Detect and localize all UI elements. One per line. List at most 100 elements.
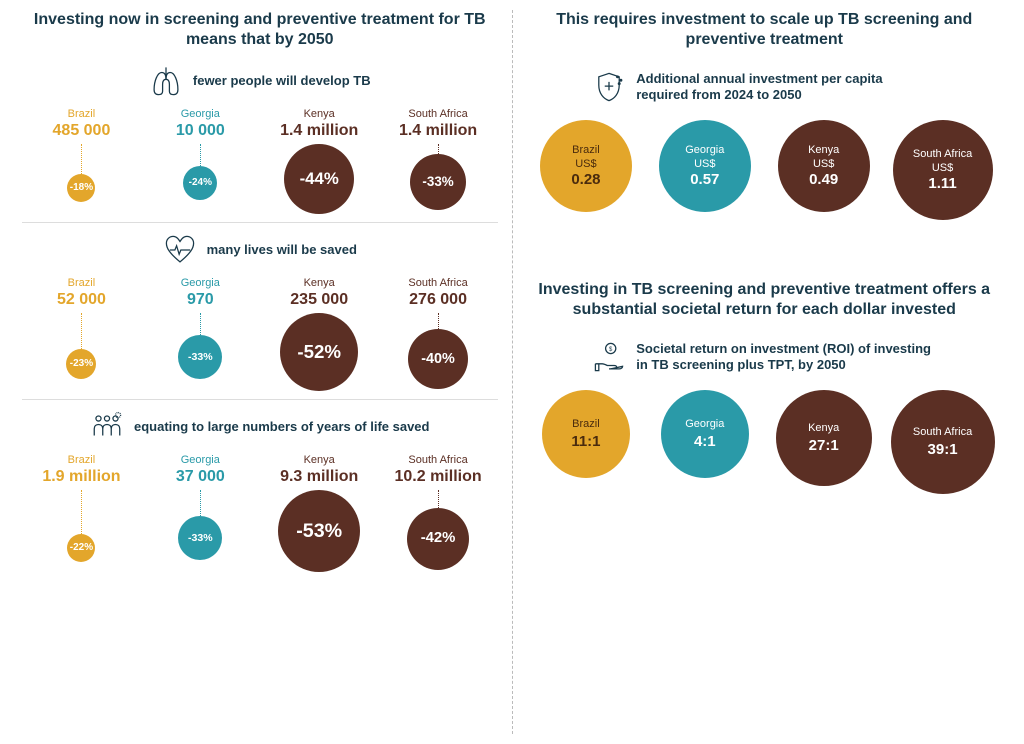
bubble-country: South Africa	[913, 426, 972, 439]
big-value: 37 000	[176, 468, 225, 486]
pct-bubble: -44%	[284, 144, 354, 214]
big-value: 52 000	[57, 291, 106, 309]
left-title: Investing now in screening and preventiv…	[22, 10, 498, 50]
country-item: Brazil 52 000 -23%	[22, 277, 141, 379]
bubble-country: Kenya	[808, 422, 839, 435]
roi-item: Brazil11:1	[527, 390, 646, 478]
bubble-prefix: US$	[575, 158, 596, 171]
pct-bubble: -33%	[178, 335, 222, 379]
roi-bubble: Georgia 4:1	[661, 390, 749, 478]
invest-header: Additional annual investment per capita …	[527, 70, 1003, 104]
country-item: South Africa10.2 million-42%	[379, 454, 498, 570]
country-item: Kenya 1.4 million -44%	[260, 108, 379, 214]
country-item: Georgia 970 -33%	[141, 277, 260, 379]
roi-bubble: Kenya 27:1	[776, 390, 872, 486]
country-label: Georgia	[181, 108, 220, 120]
hand-money-icon: $	[592, 340, 626, 374]
roi-subtitle: Societal return on investment (ROI) of i…	[636, 341, 936, 372]
roi-header: $ Societal return on investment (ROI) of…	[527, 340, 1003, 374]
section-subtitle: fewer people will develop TB	[193, 73, 371, 89]
big-value: 970	[187, 291, 214, 309]
roi-item: Kenya 27:1	[764, 390, 883, 486]
lungs-icon	[149, 64, 183, 98]
bubble-country: Brazil	[572, 418, 600, 431]
pct-bubble: -33%	[410, 154, 466, 210]
bubble-prefix: US$	[932, 162, 953, 175]
right-column: This requires investment to scale up TB …	[513, 10, 1017, 734]
left-section: fewer people will develop TB Brazil 485 00…	[22, 64, 498, 223]
section-subtitle: equating to large numbers of years of li…	[134, 419, 429, 435]
bubble-value: 4:1	[694, 433, 716, 450]
country-item: Brazil1.9 million-22%	[22, 454, 141, 562]
country-item: Kenya9.3 million-53%	[260, 454, 379, 572]
data-row: Brazil1.9 million-22%Georgia37 000-33%Ke…	[22, 454, 498, 572]
people-icon	[90, 410, 124, 444]
pct-bubble: -40%	[408, 329, 468, 389]
section-subtitle: many lives will be saved	[207, 242, 357, 258]
bubble-value: 0.49	[809, 171, 838, 188]
section-header: many lives will be saved	[22, 233, 498, 267]
invest-bubble: KenyaUS$0.49	[778, 120, 870, 212]
left-section: many lives will be saved Brazil 52 000 -23%…	[22, 233, 498, 400]
connector-line	[81, 144, 82, 174]
bubble-value: 27:1	[809, 437, 839, 454]
country-item: Georgia 10 000 -24%	[141, 108, 260, 200]
country-label: South Africa	[408, 108, 467, 120]
pct-bubble: -33%	[178, 516, 222, 560]
country-label: Georgia	[181, 454, 220, 466]
section-header: fewer people will develop TB	[22, 64, 498, 98]
pct-bubble: -52%	[280, 313, 358, 391]
pct-bubble: -18%	[67, 174, 95, 202]
big-value: 10.2 million	[394, 468, 481, 486]
country-label: Brazil	[68, 108, 96, 120]
big-value: 1.4 million	[280, 122, 358, 140]
roi-bubbles: Brazil11:1 Georgia 4:1 Kenya 27:1 South Afric…	[527, 390, 1003, 494]
country-label: Kenya	[304, 454, 335, 466]
bubble-country: Brazil	[572, 144, 600, 157]
big-value: 276 000	[409, 291, 467, 309]
connector-line	[438, 490, 439, 508]
pct-bubble: -23%	[66, 349, 96, 379]
big-value: 9.3 million	[280, 468, 358, 486]
big-value: 1.4 million	[399, 122, 477, 140]
country-label: Brazil	[68, 277, 96, 289]
bubble-country: South Africa	[913, 148, 972, 161]
left-column: Investing now in screening and preventiv…	[8, 10, 513, 734]
invest-bubble: GeorgiaUS$0.57	[659, 120, 751, 212]
pct-bubble: -24%	[183, 166, 217, 200]
big-value: 485 000	[53, 122, 111, 140]
connector-line	[438, 144, 439, 154]
svg-text:$: $	[609, 347, 613, 353]
bubble-prefix: US$	[694, 158, 715, 171]
section-header: equating to large numbers of years of li…	[22, 410, 498, 444]
big-value: 1.9 million	[42, 468, 120, 486]
invest-item: KenyaUS$0.49	[764, 120, 883, 212]
invest-item: GeorgiaUS$0.57	[645, 120, 764, 212]
invest-bubble: BrazilUS$0.28	[540, 120, 632, 212]
connector-line	[200, 313, 201, 335]
data-row: Brazil 485 000 -18% Georgia 10 000 -24% Kenya 1…	[22, 108, 498, 214]
connector-line	[81, 313, 82, 349]
roi-title: Investing in TB screening and preventive…	[527, 280, 1003, 320]
connector-line	[81, 490, 82, 534]
invest-block: This requires investment to scale up TB …	[527, 10, 1003, 220]
left-section: equating to large numbers of years of li…	[22, 410, 498, 580]
pct-bubble: -42%	[407, 508, 469, 570]
roi-bubble: South Africa39:1	[891, 390, 995, 494]
big-value: 235 000	[290, 291, 348, 309]
invest-bubbles: BrazilUS$0.28GeorgiaUS$0.57KenyaUS$0.49S…	[527, 120, 1003, 220]
country-label: Kenya	[304, 108, 335, 120]
country-item: Brazil 485 000 -18%	[22, 108, 141, 202]
big-value: 10 000	[176, 122, 225, 140]
pct-bubble: -22%	[67, 534, 95, 562]
invest-bubble: South AfricaUS$1.11	[893, 120, 993, 220]
heart-icon	[163, 233, 197, 267]
roi-block: Investing in TB screening and preventive…	[527, 280, 1003, 494]
connector-line	[438, 313, 439, 329]
bubble-country: Georgia	[685, 418, 724, 431]
country-item: South Africa 1.4 million -33%	[379, 108, 498, 210]
country-label: Georgia	[181, 277, 220, 289]
roi-item: Georgia 4:1	[645, 390, 764, 478]
roi-bubble: Brazil11:1	[542, 390, 630, 478]
bubble-country: Kenya	[808, 144, 839, 157]
